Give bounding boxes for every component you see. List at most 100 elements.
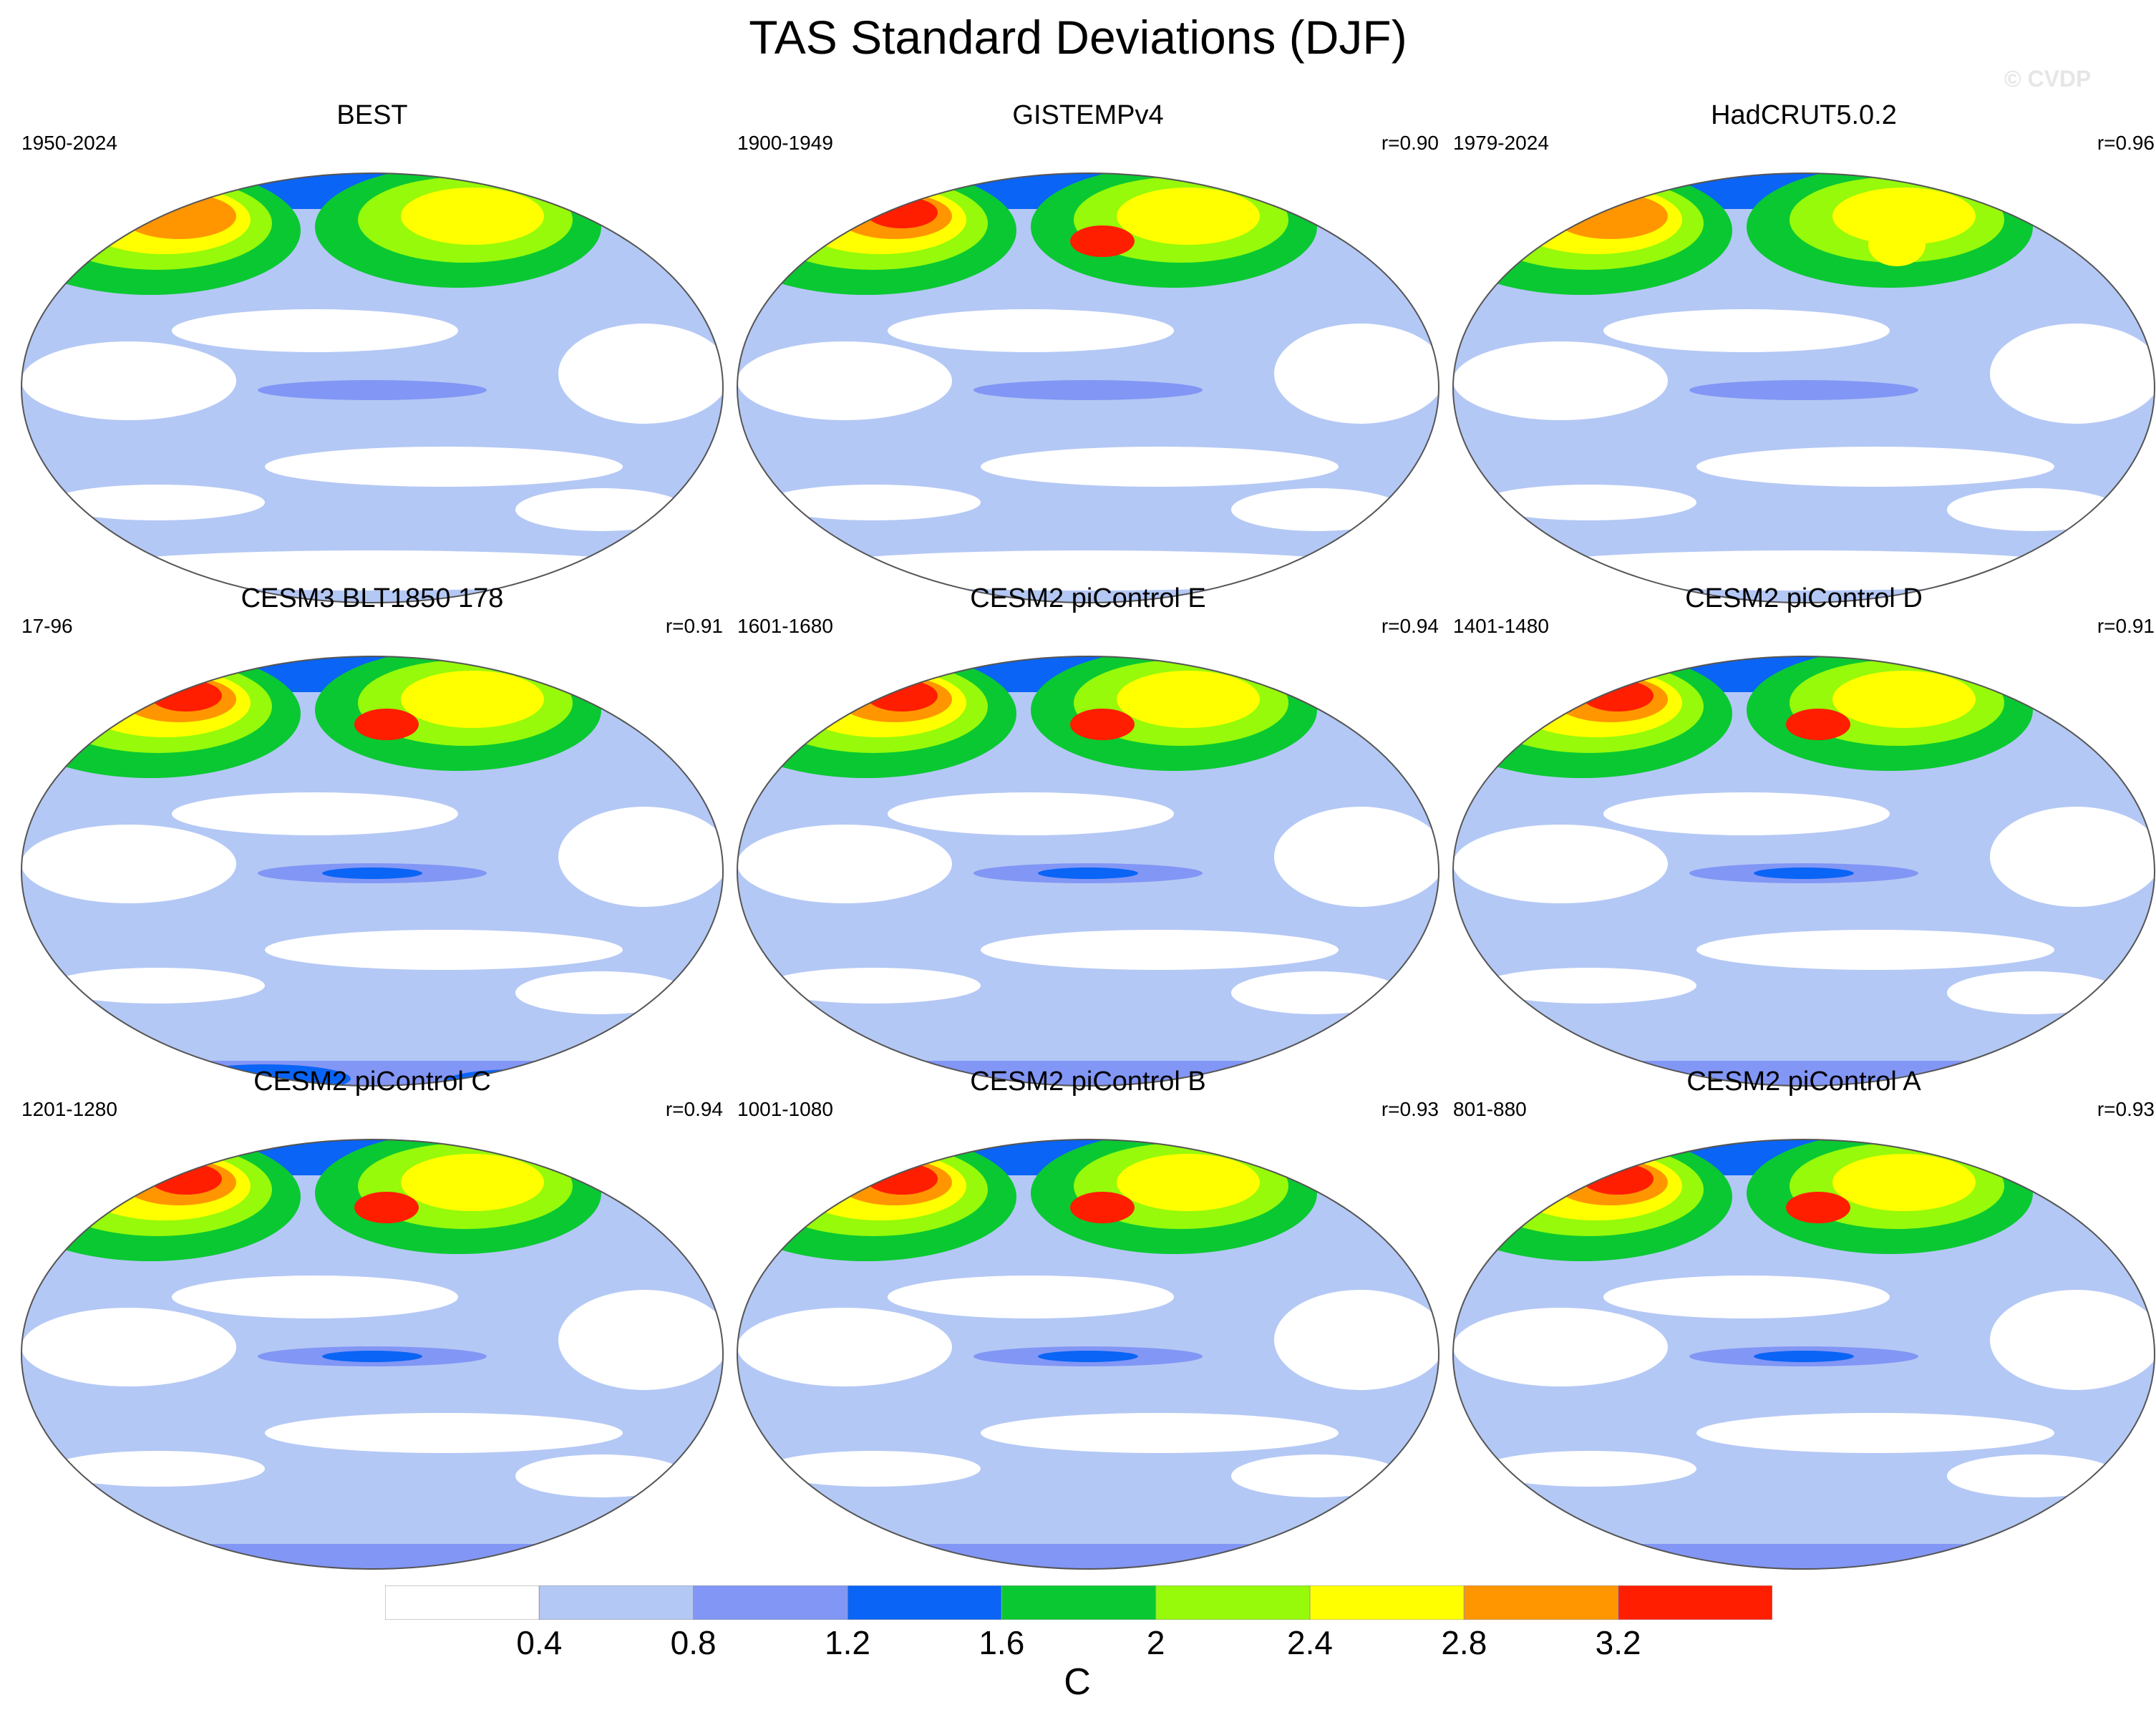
low-var-region (1603, 1276, 1890, 1318)
low-var-region (558, 807, 723, 907)
north-america-var (1070, 709, 1135, 740)
panel-title: CESM2 piControl B (970, 1067, 1206, 1097)
map-panel: HadCRUT5.0.2 1979-2024 r=0.96 (1446, 100, 2156, 644)
enso-core (1754, 1351, 1854, 1362)
low-var-region (1231, 1454, 1403, 1497)
map-panel: CESM2 piControl D 1401-1480 r=0.91 (1446, 583, 2156, 1127)
low-var-region (1696, 930, 2054, 970)
north-america-var (1117, 1154, 1260, 1211)
low-var-region (1696, 1413, 2054, 1453)
low-var-region (50, 1451, 265, 1487)
low-var-region (265, 1413, 623, 1453)
north-america-var (354, 1192, 419, 1223)
colorbar-segment (538, 1585, 694, 1620)
low-var-region (515, 1454, 687, 1497)
panel-title: CESM3 BLT1850 178 (241, 583, 504, 613)
colorbar-segment (1463, 1585, 1619, 1620)
panel-period: 1900-1949 (737, 132, 833, 154)
low-var-region (766, 968, 981, 1004)
map-outline (21, 173, 724, 603)
low-var-region (265, 930, 623, 970)
low-var-region (787, 550, 1389, 591)
eurasia-var (150, 1163, 222, 1195)
low-var-region (766, 1451, 981, 1487)
low-var-region (737, 825, 952, 903)
colorbar-tick-label: 2.8 (1441, 1624, 1487, 1661)
low-var-region (21, 341, 236, 420)
eurasia-var (150, 680, 222, 711)
low-var-region (21, 1308, 236, 1386)
colorbar-segment (847, 1585, 1002, 1620)
map-outline (1452, 173, 2155, 603)
eurasia-var (866, 1163, 938, 1195)
colorbar-tick-label: 0.4 (516, 1624, 563, 1661)
eurasia-var (866, 197, 938, 228)
colorbar-segment (1155, 1585, 1311, 1620)
low-var-region (1274, 1290, 1439, 1390)
north-america-var (1070, 1192, 1135, 1223)
colorbar-segment (1309, 1585, 1465, 1620)
low-var-region (1990, 324, 2155, 424)
colorbar-tick-label: 2 (1146, 1624, 1165, 1661)
low-var-region (172, 309, 458, 352)
map-outline (737, 1139, 1439, 1570)
low-var-region (72, 550, 673, 591)
map-panel: CESM2 piControl B 1001-1080 r=0.93 (730, 1067, 1446, 1610)
colorbar-segment (1618, 1585, 1772, 1620)
low-var-region (50, 968, 265, 1004)
panel-period: 801-880 (1453, 1098, 1527, 1120)
north-america-var (401, 1154, 544, 1211)
figure-title: TAS Standard Deviations (DJF) (749, 11, 1407, 64)
world-map (1452, 656, 2155, 1087)
low-var-region (737, 1308, 952, 1386)
colorbar-tick-label: 3.2 (1595, 1624, 1641, 1661)
colorbar-units: C (1064, 1661, 1091, 1703)
low-var-region (888, 792, 1174, 835)
low-var-region (1482, 485, 1696, 520)
low-var-region (1603, 792, 1890, 835)
panel-title: HadCRUT5.0.2 (1711, 100, 1897, 130)
panel-correlation: r=0.91 (2097, 615, 2155, 637)
eurasia-var (122, 193, 236, 239)
enso-tongue (1689, 380, 1918, 400)
north-america-var (1786, 709, 1850, 740)
north-america-var (1868, 223, 1926, 266)
colorbar-tick-label: 1.2 (825, 1624, 870, 1661)
north-america-var (1786, 1192, 1850, 1223)
antarctic-band (737, 1544, 1439, 1569)
low-var-region (981, 930, 1339, 970)
low-var-region (515, 488, 687, 531)
world-map (737, 1139, 1439, 1570)
low-var-region (1274, 807, 1439, 907)
panel-period: 1601-1680 (737, 615, 833, 637)
world-map (21, 1139, 724, 1570)
map-outline (737, 173, 1439, 603)
low-var-region (515, 971, 687, 1014)
colorbar-segment (693, 1585, 848, 1620)
north-america-var (1117, 671, 1260, 728)
map-outline (1452, 656, 2155, 1087)
world-map (1452, 173, 2155, 603)
low-var-region (172, 1276, 458, 1318)
colorbar-tick-label: 0.8 (670, 1624, 717, 1661)
panel-period: 1950-2024 (21, 132, 117, 154)
north-america-var (1117, 188, 1260, 245)
low-var-region (1947, 1454, 2119, 1497)
north-america-var (401, 671, 544, 728)
panel-title: CESM2 piControl D (1685, 583, 1923, 613)
low-var-region (1453, 1308, 1668, 1386)
low-var-region (1274, 324, 1439, 424)
low-var-region (21, 825, 236, 903)
north-america-var (1832, 1154, 1976, 1211)
eurasia-var (866, 680, 938, 711)
colorbar-tick-label: 2.4 (1287, 1624, 1333, 1661)
panel-correlation: r=0.93 (1381, 1098, 1439, 1120)
world-map (21, 656, 724, 1087)
panel-correlation: r=0.96 (2097, 132, 2155, 154)
panel-title: CESM2 piControl A (1686, 1067, 1921, 1097)
map-panel: CESM2 piControl C 1201-1280 r=0.94 (14, 1067, 730, 1610)
north-america-var (1070, 225, 1135, 257)
low-var-region (981, 1413, 1339, 1453)
world-map (737, 656, 1439, 1087)
eurasia-var (1582, 680, 1654, 711)
